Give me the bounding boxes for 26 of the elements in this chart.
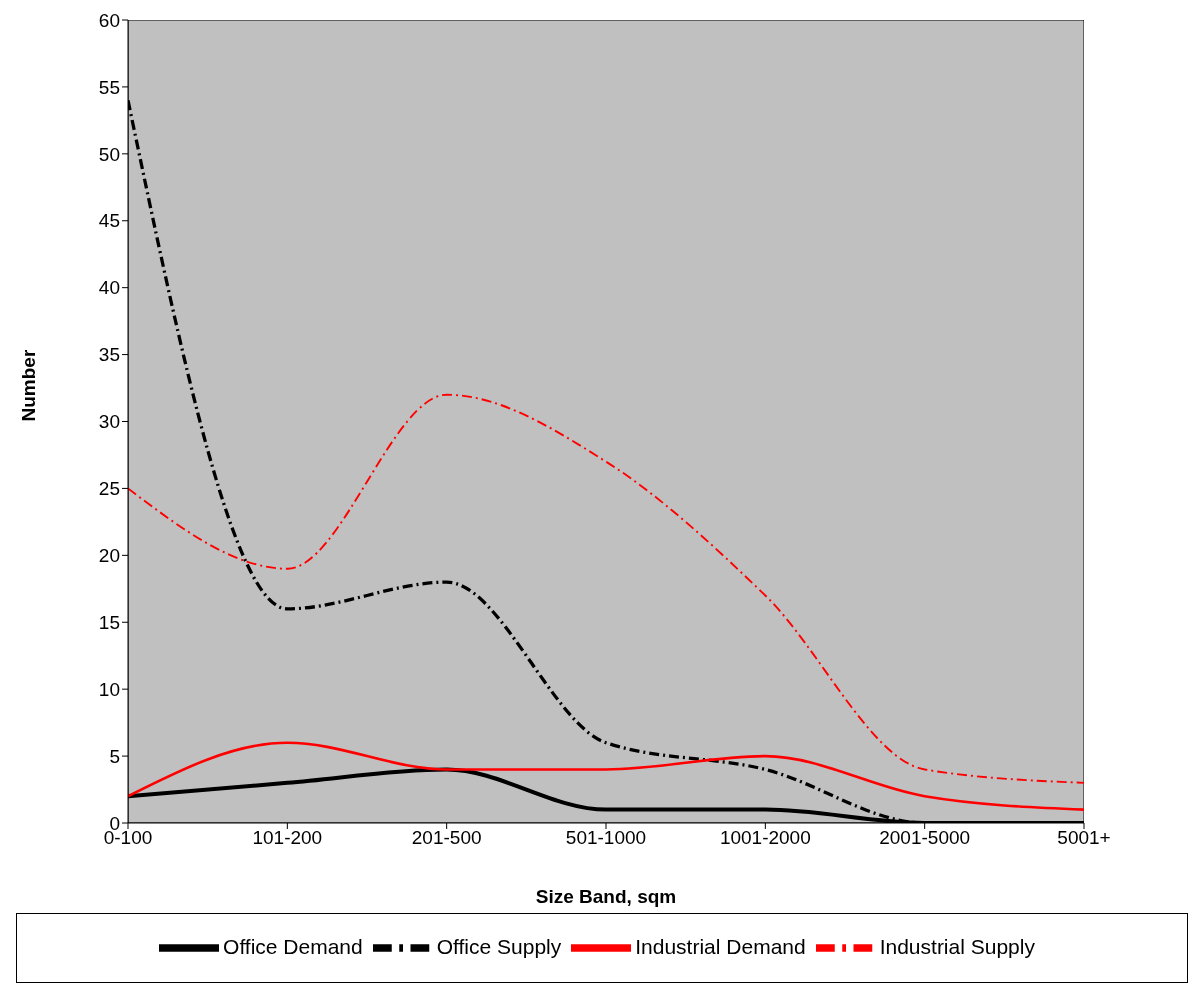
y-tick-label: 55 xyxy=(98,76,120,98)
legend-label: Industrial Supply xyxy=(879,934,1035,958)
line-series xyxy=(128,741,1084,811)
y-tick-label: 25 xyxy=(98,478,120,500)
y-tick-label: 5 xyxy=(109,745,120,767)
x-tick-label: 5001+ xyxy=(1057,827,1111,849)
y-tick-label: 10 xyxy=(98,678,120,700)
y-tick-label: 15 xyxy=(98,611,120,633)
y-tick-label: 40 xyxy=(98,277,120,299)
x-tick-label: 201-500 xyxy=(411,827,482,849)
legend-label: Industrial Demand xyxy=(635,934,806,958)
line-series xyxy=(128,393,1084,784)
y-tick-label: 45 xyxy=(98,210,120,232)
x-tick-label: 1001-2000 xyxy=(719,827,811,849)
x-axis-title: Size Band, sqm xyxy=(535,886,677,907)
y-axis-title: Number xyxy=(17,349,39,422)
x-tick-label: 2001-5000 xyxy=(879,827,971,849)
legend-label: Office Supply xyxy=(436,934,562,958)
y-tick-label: 50 xyxy=(98,143,120,165)
y-tick-label: 20 xyxy=(98,545,120,567)
y-tick-label: 60 xyxy=(98,9,120,31)
x-tick-label: 101-200 xyxy=(252,827,323,849)
legend-label: Office Demand xyxy=(223,934,363,958)
y-tick-label: 35 xyxy=(98,344,120,366)
x-tick-label: 501-1000 xyxy=(565,827,647,849)
y-tick-label: 30 xyxy=(98,411,120,433)
